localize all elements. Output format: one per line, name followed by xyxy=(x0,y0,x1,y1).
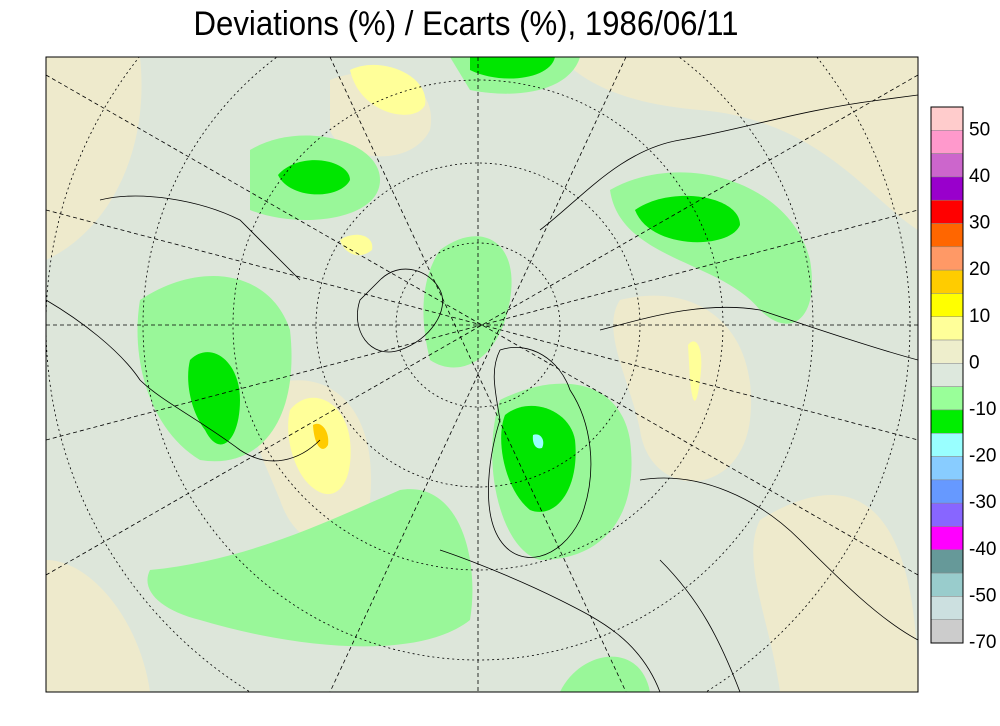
color-swatch xyxy=(930,363,964,387)
color-swatch xyxy=(930,479,964,504)
color-swatch xyxy=(930,456,964,481)
color-swatch xyxy=(930,526,964,551)
colorbar-label: -20 xyxy=(969,446,996,467)
strong-negative-zone xyxy=(188,57,740,512)
color-swatch xyxy=(930,409,964,434)
colorbar-frame xyxy=(930,106,964,644)
map xyxy=(46,57,918,692)
color-swatch xyxy=(930,339,964,364)
color-swatch xyxy=(930,153,964,178)
color-swatch xyxy=(930,619,964,644)
meridians xyxy=(46,57,918,692)
color-swatch xyxy=(930,433,964,457)
colorbar-label: 10 xyxy=(969,306,990,327)
colorbar-label: -30 xyxy=(969,492,996,513)
color-swatch xyxy=(930,293,964,317)
colorbar-label: 40 xyxy=(969,166,990,187)
colorbar-label: 50 xyxy=(969,119,990,140)
colorbar-label: -70 xyxy=(969,632,996,653)
colorbar-label: -10 xyxy=(969,399,996,420)
color-swatch xyxy=(930,572,964,597)
color-swatch xyxy=(930,596,964,620)
color-swatch xyxy=(930,176,964,201)
colorbar-label: -40 xyxy=(969,539,996,560)
colorbar: 50 40 30 20 10 0 -10 -20 -30 -40 -50 -70 xyxy=(930,106,996,653)
color-swatch xyxy=(930,130,964,154)
color-swatch xyxy=(930,386,964,411)
colorbar-label: 20 xyxy=(969,259,990,280)
colorbar-label: -50 xyxy=(969,585,996,606)
color-swatch xyxy=(930,549,964,574)
colorbar-label: 30 xyxy=(969,213,990,234)
color-swatch xyxy=(930,316,964,341)
title: Deviations (%) / Ecarts (%), 1986/06/11 xyxy=(194,5,739,43)
colorbar-label: 0 xyxy=(969,352,980,373)
color-swatch xyxy=(930,246,964,271)
coastlines xyxy=(46,94,918,692)
positive-zone xyxy=(46,57,918,692)
color-swatch xyxy=(930,269,964,294)
negative-20-zone xyxy=(532,434,544,449)
color-swatch xyxy=(930,106,964,131)
color-swatch xyxy=(930,199,964,224)
map-frame xyxy=(45,56,919,693)
color-swatch xyxy=(930,502,964,527)
color-swatch xyxy=(930,223,964,248)
